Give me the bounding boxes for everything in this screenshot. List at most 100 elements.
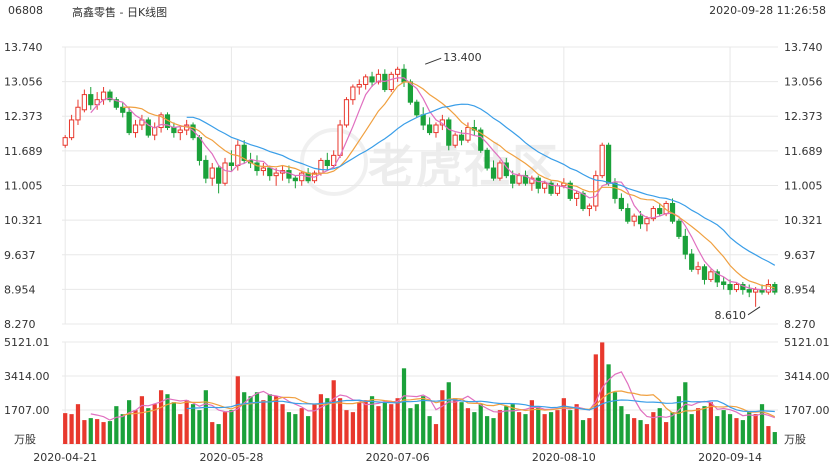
volume-bar xyxy=(638,420,643,444)
price-tick-right: 11.689 xyxy=(784,145,823,158)
candle-body xyxy=(433,124,439,134)
volume-bar xyxy=(306,416,311,444)
volume-bar xyxy=(146,408,151,444)
candle-body xyxy=(62,137,68,146)
volume-bar xyxy=(357,402,362,444)
candle-body xyxy=(292,177,298,182)
volume-ma10-line xyxy=(122,390,776,418)
volume-bar xyxy=(165,394,170,444)
volume-bar xyxy=(721,410,726,444)
candle-body xyxy=(529,177,535,184)
price-tick-right: 11.005 xyxy=(784,180,823,193)
volume-tick-left: 5121.01 xyxy=(4,336,50,349)
ma20-line xyxy=(186,103,776,266)
candle-body xyxy=(241,144,247,161)
candle-body xyxy=(478,129,484,151)
ma10-line xyxy=(122,81,775,289)
volume-bar xyxy=(740,420,745,444)
price-tick-right: 12.373 xyxy=(784,110,823,123)
volume-bar xyxy=(107,421,113,444)
price-tick-left: 8.954 xyxy=(4,283,36,296)
volume-bar xyxy=(389,404,394,444)
candle-body xyxy=(88,94,94,106)
candle-body xyxy=(631,215,637,222)
price-tick-right: 10.321 xyxy=(784,214,823,227)
candle-body xyxy=(733,284,740,291)
candle-body xyxy=(554,185,561,194)
volume-bar xyxy=(235,376,240,444)
high-marker-label: 13.400 xyxy=(443,51,482,64)
candle-body xyxy=(548,182,554,194)
candle-body xyxy=(727,284,733,291)
volume-bar xyxy=(242,392,247,444)
candle-body xyxy=(721,281,727,286)
volume-bar xyxy=(516,412,522,444)
low-marker-line xyxy=(747,306,761,316)
volume-bar xyxy=(293,414,298,444)
volume-bar xyxy=(657,408,662,444)
price-tick-right: 9.637 xyxy=(784,249,816,262)
volume-bar xyxy=(421,396,426,444)
volume-bar xyxy=(759,404,765,444)
volume-bar xyxy=(88,418,93,444)
volume-bar xyxy=(747,412,752,444)
volume-bar xyxy=(331,380,336,444)
date-tick-label: 2020-05-28 xyxy=(199,451,263,464)
candle-body xyxy=(682,235,688,255)
date-tick-label: 2020-07-06 xyxy=(366,451,430,464)
volume-bar xyxy=(69,414,74,444)
price-tick-left: 11.689 xyxy=(4,145,43,158)
candle-body xyxy=(714,271,720,283)
volume-bar xyxy=(82,420,87,444)
candle-body xyxy=(637,215,644,225)
volume-bar xyxy=(491,418,496,444)
candle-body xyxy=(343,99,350,126)
volume-bar xyxy=(178,414,183,444)
volume-tick-left: 3414.00 xyxy=(4,370,50,383)
candle-body xyxy=(132,124,139,134)
candle-body xyxy=(753,289,759,293)
candle-body xyxy=(535,177,541,189)
volume-bar xyxy=(772,432,777,444)
candle-body xyxy=(657,208,663,215)
volume-bar xyxy=(568,410,573,444)
candle-body xyxy=(414,101,420,116)
volume-bar xyxy=(190,404,196,444)
price-tick-left: 10.321 xyxy=(4,214,43,227)
volume-bar xyxy=(715,416,720,444)
candle-body xyxy=(113,99,119,108)
candle-body xyxy=(542,182,548,189)
volume-bar xyxy=(593,354,598,444)
volume-bar xyxy=(542,414,547,444)
candle-body xyxy=(177,129,183,134)
volume-bar xyxy=(344,410,349,444)
candle-body xyxy=(228,162,235,166)
candle-body xyxy=(612,182,618,199)
volume-bar xyxy=(580,420,586,444)
volume-tick-left: 1707.00 xyxy=(4,404,50,417)
candle-body xyxy=(420,114,426,126)
volume-bar xyxy=(254,392,260,444)
candle-body xyxy=(196,137,203,161)
candle-body xyxy=(395,68,401,75)
price-tick-left: 8.270 xyxy=(4,318,36,331)
volume-bar xyxy=(427,416,432,444)
candle-body xyxy=(618,197,624,210)
chart-header: 06808 高鑫零售 - 日K线图 2020-09-28 11:26:58 xyxy=(0,0,840,22)
candle-body xyxy=(452,134,458,146)
volume-bar xyxy=(395,398,400,444)
candle-body xyxy=(267,167,273,177)
volume-bar xyxy=(536,406,541,444)
volume-bar xyxy=(548,412,554,444)
volume-bar xyxy=(529,400,534,444)
volume-bar xyxy=(708,402,713,444)
price-tick-left: 11.005 xyxy=(4,180,43,193)
candle-body xyxy=(68,119,75,139)
volume-bar xyxy=(363,400,368,444)
date-tick-label: 2020-04-21 xyxy=(33,451,97,464)
volume-bar xyxy=(670,412,675,444)
volume-bar xyxy=(625,414,630,444)
high-marker-line xyxy=(425,57,442,65)
volume-bar xyxy=(632,418,637,444)
